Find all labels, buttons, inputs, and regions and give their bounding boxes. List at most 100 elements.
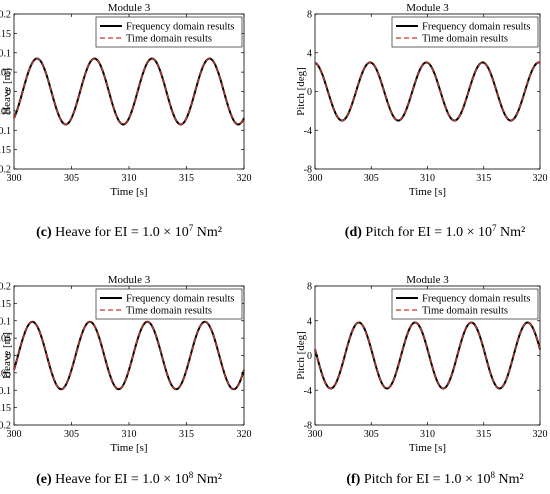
- y-tick-label: 0.2: [0, 282, 11, 293]
- legend-entry: Time domain results: [126, 34, 212, 45]
- caption-exponent: 7: [492, 223, 497, 233]
- caption-text: Pitch for EI = 1.0 × 10: [362, 225, 492, 240]
- panel-caption: (c) Heave for EI = 1.0 × 107 Nm²: [36, 223, 222, 240]
- y-tick-label: -0.2: [0, 165, 11, 176]
- x-tick-label: 300: [7, 173, 22, 184]
- x-tick-label: 315: [179, 173, 194, 184]
- caption-unit: Nm²: [193, 472, 222, 487]
- panel-caption: (d) Pitch for EI = 1.0 × 107 Nm²: [345, 223, 525, 240]
- caption-unit: Nm²: [495, 472, 524, 487]
- legend-entry: Time domain results: [422, 34, 508, 45]
- y-tick-label: -0.2: [0, 421, 11, 432]
- y-tick-label: 0.1: [0, 48, 11, 59]
- x-tick-label: 320: [533, 173, 548, 184]
- x-axis-label: Time [s]: [110, 442, 147, 454]
- caption-letter: (c): [36, 225, 52, 240]
- y-tick-label: 0: [307, 87, 312, 98]
- chart-panel-1: Module 3 300 305 310 315 320 0.2 0.15 0.1 0.05 0 -0…: [0, 2, 252, 240]
- legend-box: [95, 16, 243, 48]
- caption-letter: (f): [346, 472, 360, 487]
- y-tick-label: 0.1: [0, 316, 11, 327]
- caption-exponent: 8: [189, 470, 194, 480]
- y-tick-label: 0.05: [0, 68, 11, 79]
- caption-letter: (d): [345, 225, 362, 240]
- x-tick-label: 320: [533, 429, 548, 440]
- caption-text: Heave for EI = 1.0 × 10: [52, 225, 189, 240]
- legend-box: [95, 288, 243, 320]
- y-tick-label: -0.15: [0, 145, 11, 156]
- y-tick-label: 4: [307, 48, 312, 59]
- y-tick-label: -0.1: [0, 386, 11, 397]
- series-line-frequency-domain: [13, 57, 245, 126]
- y-tick-label: -0.1: [0, 126, 11, 137]
- y-axis-label: Heave [m]: [1, 332, 13, 379]
- y-axis-label: Heave [m]: [1, 68, 13, 115]
- series-line-time-domain: [13, 57, 245, 126]
- legend-entry: Frequency domain results: [126, 294, 234, 305]
- y-tick-label: 0.15: [0, 29, 11, 40]
- chart-title: Module 3: [406, 2, 449, 14]
- legend-entry: Time domain results: [126, 306, 212, 317]
- y-tick-label: 0: [307, 351, 312, 362]
- legend-box: [391, 288, 539, 320]
- x-tick-label: 320: [237, 173, 252, 184]
- y-tick-label: 4: [307, 316, 312, 327]
- y-tick-label: 0.15: [0, 299, 11, 310]
- x-tick-label: 300: [308, 173, 323, 184]
- caption-exponent: 8: [490, 470, 495, 480]
- y-tick-label: 0: [6, 351, 11, 362]
- y-tick-label: -8: [304, 421, 312, 432]
- y-tick-label: 0.2: [0, 10, 11, 21]
- x-tick-label: 305: [64, 429, 79, 440]
- chart-panel-3: Module 3 300 305 310 315 320 0.2 0.15 0.1 0.05 0 -0…: [0, 274, 252, 487]
- legend-entry: Time domain results: [422, 306, 508, 317]
- series-line-time-domain: [314, 61, 541, 122]
- y-tick-label: 0.05: [0, 334, 11, 345]
- caption-unit: Nm²: [193, 225, 222, 240]
- y-tick-label: 0: [6, 87, 11, 98]
- x-axis-label: Time [s]: [110, 186, 147, 198]
- x-tick-label: 310: [122, 429, 137, 440]
- caption-letter: (e): [36, 472, 52, 487]
- y-tick-label: -8: [304, 165, 312, 176]
- panel-caption: (f) Pitch for EI = 1.0 × 108 Nm²: [346, 470, 523, 487]
- y-axis-label: Pitch [deg]: [295, 331, 307, 380]
- caption-text: Pitch for EI = 1.0 × 10: [360, 472, 490, 487]
- y-tick-label: 8: [307, 282, 312, 293]
- legend-box: [391, 16, 539, 48]
- x-tick-label: 310: [420, 173, 435, 184]
- y-tick-label: 8: [307, 10, 312, 21]
- series-line-time-domain: [13, 321, 245, 390]
- y-tick-label: -0.05: [0, 106, 11, 117]
- chart-title: Module 3: [108, 274, 151, 286]
- x-tick-label: 305: [364, 429, 379, 440]
- y-axis-label: Pitch [deg]: [295, 67, 307, 116]
- x-tick-label: 310: [420, 429, 435, 440]
- chart-title: Module 3: [108, 2, 151, 14]
- y-tick-label: -4: [304, 386, 312, 397]
- x-tick-label: 305: [64, 173, 79, 184]
- caption-unit: Nm²: [497, 225, 526, 240]
- series-line-time-domain: [314, 321, 541, 390]
- x-tick-label: 300: [7, 429, 22, 440]
- series-line-frequency-domain: [13, 320, 245, 391]
- y-tick-label: -4: [304, 126, 312, 137]
- legend-entry: Frequency domain results: [422, 294, 530, 305]
- y-tick-label: -0.05: [0, 368, 11, 379]
- caption-text: Heave for EI = 1.0 × 10: [52, 472, 189, 487]
- x-tick-label: 300: [308, 429, 323, 440]
- x-tick-label: 310: [122, 173, 137, 184]
- x-axis-label: Time [s]: [409, 442, 446, 454]
- chart-panel-4: Module 3 300 305 310 315 320 8 4 0 -4 -8 Time [s] Pi…: [295, 274, 548, 487]
- panel-caption: (e) Heave for EI = 1.0 × 108 Nm²: [36, 470, 222, 487]
- chart-title: Module 3: [406, 274, 449, 286]
- x-tick-label: 315: [476, 429, 491, 440]
- x-tick-label: 315: [179, 429, 194, 440]
- x-tick-label: 320: [237, 429, 252, 440]
- y-tick-label: -0.15: [0, 403, 11, 414]
